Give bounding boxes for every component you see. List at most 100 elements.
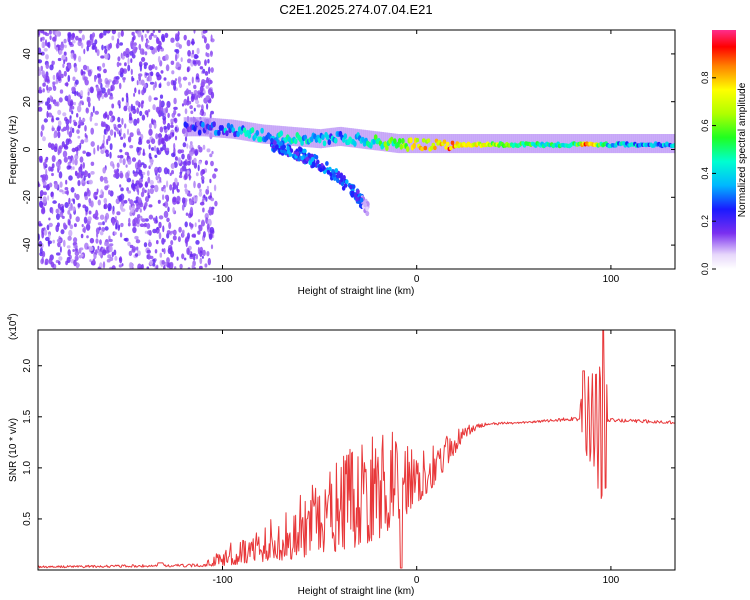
spectrogram-cell [137, 263, 142, 269]
spectrogram-cell [40, 37, 43, 42]
spectrogram-cell [393, 138, 397, 145]
spectrogram-cell [51, 172, 54, 177]
spectrogram-cell [79, 247, 84, 251]
spectrogram-cell [158, 215, 164, 220]
spectrogram-cell [78, 171, 81, 178]
spectrogram-cell [124, 62, 127, 67]
spectrogram-cell [407, 134, 411, 154]
spectrogram-cell [64, 44, 67, 49]
spectrogram-cell [91, 32, 96, 38]
spectrogram-cell [114, 256, 118, 261]
spectrogram-cell [44, 39, 48, 47]
spectrogram-cell [130, 58, 133, 63]
spectrogram-cell [111, 103, 115, 109]
spectrogram-cell [52, 200, 57, 204]
spectrogram-cell [172, 196, 177, 203]
x-tick-label: -100 [212, 274, 232, 285]
spectrogram-cell [295, 151, 300, 157]
spectrogram-cell [293, 138, 298, 145]
spectrogram-cell [193, 255, 196, 261]
spectrogram-cell [123, 199, 128, 204]
spectrogram-cell [281, 126, 285, 146]
spectrogram-cell [76, 91, 79, 96]
spectrogram-cell [196, 94, 198, 102]
spectrogram-cell [365, 211, 370, 216]
spectrogram-cell [135, 100, 140, 106]
spectrogram-cell [77, 180, 81, 187]
spectrogram-cell [247, 132, 252, 139]
spectrogram-cell [162, 115, 167, 121]
spectrogram-cell [111, 35, 115, 41]
spectrogram-cell [41, 174, 47, 181]
spectrogram-cell [150, 185, 155, 189]
spectrogram-cell [157, 199, 161, 204]
spectrogram-cell [82, 64, 88, 71]
spectrogram-cell [356, 189, 360, 195]
spectrogram-cell [281, 145, 285, 151]
spectrogram-cell [109, 42, 112, 49]
spectrogram-cell [49, 35, 52, 40]
spectrogram-cell [177, 236, 181, 243]
spectrogram-cell [58, 49, 63, 55]
spectrogram-cell [46, 97, 51, 104]
spectrogram-cell [174, 266, 177, 269]
spectrogram-cell [209, 113, 212, 119]
spectrogram-cell [131, 200, 135, 205]
spectrogram-cell [108, 110, 113, 117]
spectrogram-cell [83, 216, 88, 224]
spectrogram-y-ticks: -40 -20 0 20 40 [22, 48, 675, 252]
spectrogram-cell [179, 171, 183, 176]
spectrogram-cell [41, 231, 45, 239]
spectrogram-cell [124, 123, 127, 129]
spectrogram-cell [131, 157, 137, 162]
spectrogram-cell [349, 184, 353, 190]
spectrogram-cell [40, 201, 44, 209]
spectrogram-cell [59, 246, 62, 253]
spectrogram-cell [205, 196, 208, 202]
spectrogram-cell [128, 105, 131, 113]
spectrogram-cell [53, 146, 58, 153]
spectrogram-cell [73, 53, 77, 60]
spectrogram-cell [187, 193, 193, 197]
spectrogram-cell [77, 40, 82, 47]
spectrogram-cell [41, 41, 45, 49]
spectrogram-cell [150, 71, 154, 77]
spectrogram-cell [321, 134, 325, 141]
spectrogram-cell [53, 133, 56, 139]
spectrogram-cell [84, 125, 87, 132]
spectrogram-cell [71, 39, 76, 44]
spectrogram-cell [46, 84, 49, 91]
spectrogram-cell [206, 223, 210, 230]
spectrogram-cell [72, 249, 76, 252]
spectrogram-cell [93, 254, 97, 259]
spectrogram-cell [54, 34, 57, 42]
spectrogram-cell [213, 184, 217, 192]
spectrogram-cell [83, 226, 86, 234]
spectrogram-cell [279, 130, 284, 137]
spectrogram-cell [121, 97, 124, 102]
spectrogram-cell [141, 218, 146, 223]
spectrogram-cell [103, 134, 106, 140]
spectrogram-cell [104, 48, 108, 54]
spectrogram-cell [84, 195, 89, 201]
spectrogram-cell [205, 43, 210, 50]
spectrogram-cell [75, 193, 80, 201]
spectrogram-cell [138, 183, 143, 188]
spectrogram-cell [113, 249, 117, 256]
spectrogram-cell [213, 118, 217, 138]
spectrogram-cell [172, 132, 175, 137]
spectrogram-cell [119, 72, 124, 78]
spectrogram-cell [141, 114, 146, 121]
spectrogram-cell [87, 101, 91, 108]
spectrogram-cell [80, 233, 84, 239]
spectrogram-cell [372, 138, 376, 145]
spectrogram-cell [71, 105, 75, 110]
spectrogram-cell [98, 94, 101, 101]
spectrogram-cell [80, 163, 83, 170]
spectrogram-cell [119, 149, 123, 153]
spectrogram-cell [273, 140, 277, 146]
spectrogram-cell [167, 168, 170, 175]
spectrogram-cell [101, 87, 106, 94]
spectrogram-cell [421, 138, 426, 143]
